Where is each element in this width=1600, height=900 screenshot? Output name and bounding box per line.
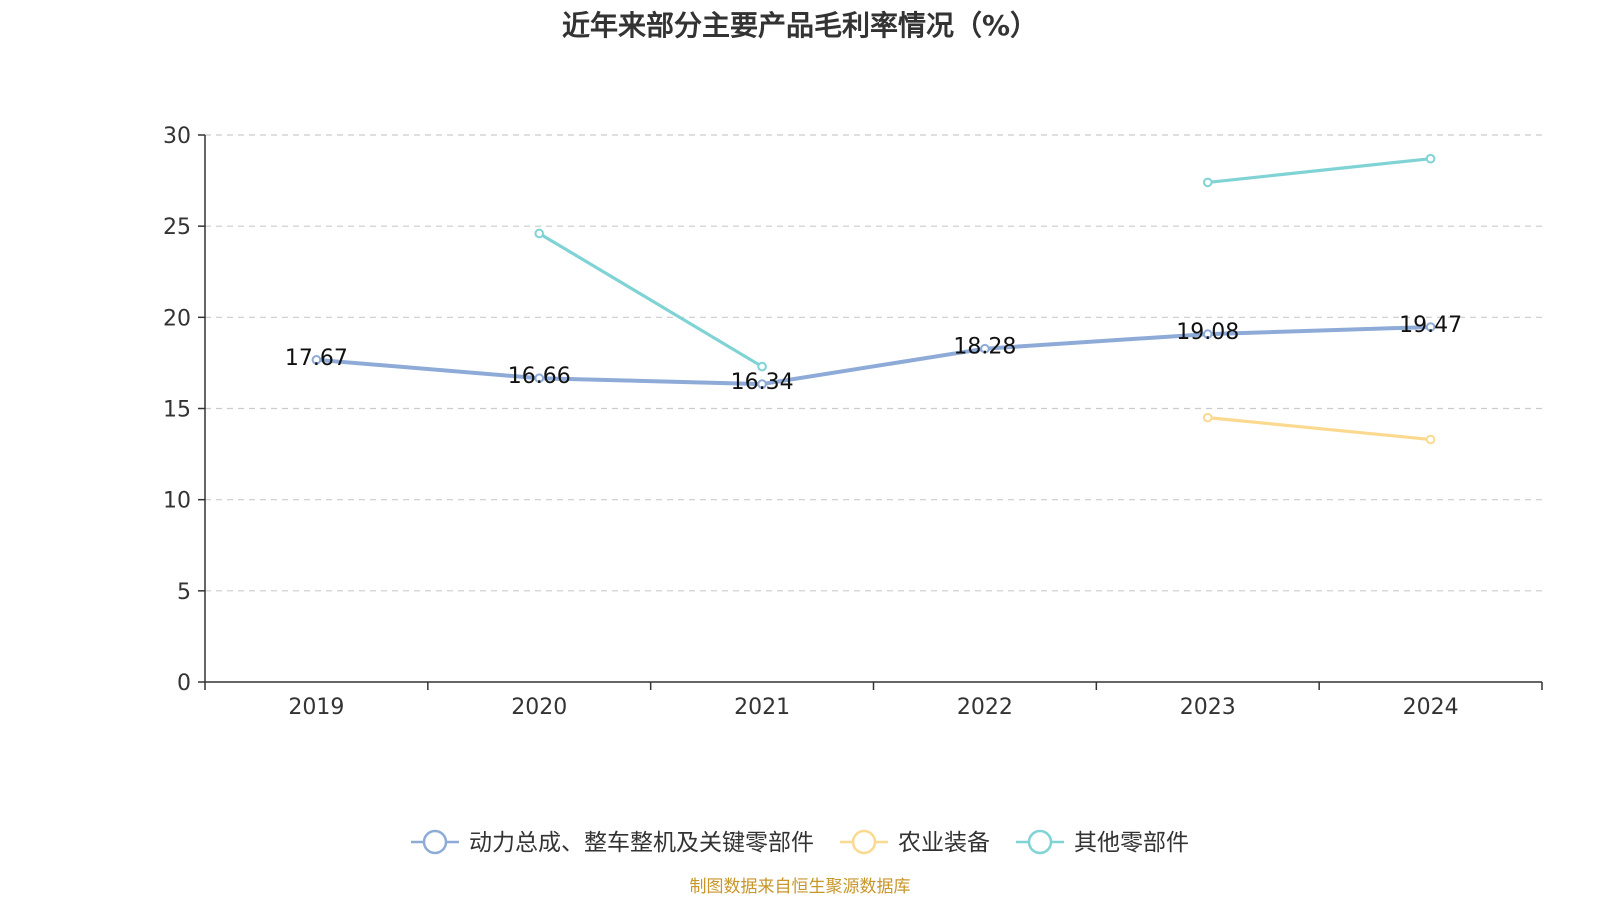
data-point[interactable] (1425, 153, 1436, 164)
data-point[interactable] (757, 361, 767, 372)
legend-item[interactable]: 其他零部件 (1016, 829, 1189, 856)
data-point[interactable] (757, 379, 767, 389)
data-label: 19.47 (1399, 313, 1462, 338)
data-point[interactable] (1202, 412, 1213, 423)
data-label: 16.66 (508, 364, 571, 389)
data-point[interactable] (534, 373, 545, 384)
legend-marker (422, 829, 448, 855)
data-point[interactable] (1202, 329, 1213, 339)
x-tick-label: 2020 (511, 695, 567, 720)
series-line (1207, 157, 1431, 184)
y-tick-label: 10 (163, 489, 191, 514)
data-point[interactable] (1425, 434, 1436, 445)
series-line (538, 232, 763, 368)
data-point[interactable] (980, 343, 990, 354)
data-point[interactable] (534, 228, 545, 239)
series (311, 153, 1436, 445)
x-tick-label: 2019 (288, 695, 344, 720)
axes: 0 5 10 15 20 25 30 2019 2020 2021 2022 2023 2024 (163, 124, 1543, 720)
y-tick-label: 15 (163, 398, 191, 423)
chart-title: 近年来部分主要产品毛利率情况（%） (561, 9, 1039, 42)
data-point[interactable] (311, 355, 322, 365)
series-line (1207, 416, 1431, 442)
data-label: 17.67 (285, 346, 348, 371)
x-tick-label: 2024 (1403, 695, 1459, 720)
x-tick-label: 2021 (734, 695, 790, 720)
y-tick-label: 25 (163, 215, 191, 240)
data-labels: 17.67 16.66 16.34 18.28 19.08 19.47 (285, 313, 1462, 395)
y-tick-label: 30 (163, 124, 191, 149)
legend-item[interactable]: 动力总成、整车整机及关键零部件 (411, 829, 814, 856)
x-tick-label: 2023 (1180, 695, 1236, 720)
data-label: 18.28 (953, 335, 1016, 360)
legend-label: 动力总成、整车整机及关键零部件 (469, 830, 814, 856)
series-line (316, 324, 1431, 387)
legend-label: 其他零部件 (1074, 830, 1189, 856)
gridlines (205, 134, 1542, 592)
data-label: 19.08 (1176, 320, 1239, 345)
legend-label: 农业装备 (898, 830, 990, 856)
legend: 动力总成、整车整机及关键零部件 农业装备 其他零部件 (411, 829, 1189, 856)
source-note: 制图数据来自恒生聚源数据库 (689, 877, 911, 897)
data-label: 16.34 (731, 370, 794, 395)
y-tick-label: 0 (177, 671, 191, 696)
legend-marker (1027, 829, 1053, 855)
data-point[interactable] (1202, 177, 1213, 188)
legend-marker (851, 829, 877, 855)
data-point[interactable] (1425, 322, 1436, 332)
y-tick-label: 5 (177, 580, 191, 605)
x-tick-label: 2022 (957, 695, 1013, 720)
legend-item[interactable]: 农业装备 (840, 829, 990, 856)
y-tick-label: 20 (163, 306, 191, 331)
